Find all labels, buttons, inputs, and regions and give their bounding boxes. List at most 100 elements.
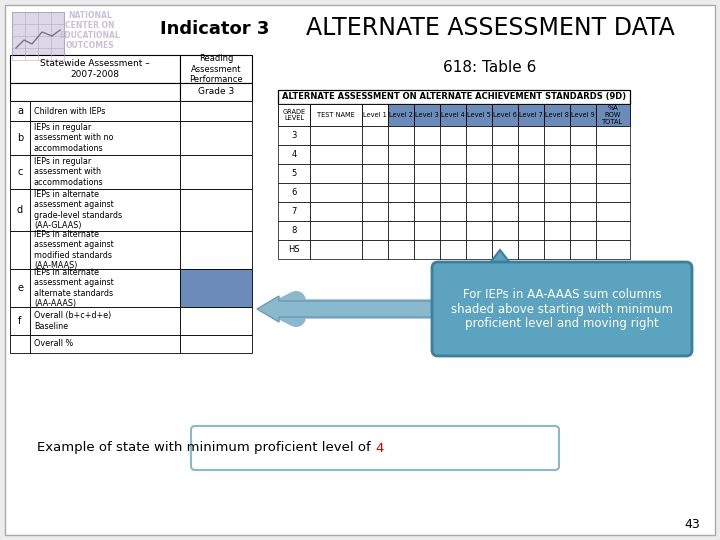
Bar [518,126,544,145]
Text: EDUCATIONAL: EDUCATIONAL [60,31,120,40]
Bar [310,164,362,183]
Bar [10,269,30,307]
Bar [492,240,518,259]
Bar [362,183,388,202]
Bar [310,240,362,259]
Bar [596,164,630,183]
Bar [414,221,440,240]
Bar [596,183,630,202]
Bar [440,202,466,221]
Bar [30,155,180,189]
Text: IEPs in alternate
assessment against
grade-level standards
(AA-GLAAS): IEPs in alternate assessment against gra… [34,190,122,230]
Bar [388,126,414,145]
Text: Overall %: Overall % [34,340,73,348]
Bar [466,202,492,221]
Text: Level 8: Level 8 [545,112,569,118]
Bar [310,183,362,202]
Bar [278,126,310,145]
Bar [362,126,388,145]
Bar [414,240,440,259]
Bar [414,183,440,202]
Text: d: d [17,205,23,215]
Bar [10,189,30,231]
Text: NATIONAL: NATIONAL [68,11,112,21]
Text: GRADE
LEVEL: GRADE LEVEL [282,109,305,122]
Bar [10,307,30,335]
Text: Level 3: Level 3 [415,112,439,118]
Bar [596,104,630,126]
Bar [492,183,518,202]
Bar [466,104,492,126]
Text: IEPs in alternate
assessment against
modified standards
(AA-MAAS): IEPs in alternate assessment against mod… [34,230,114,270]
Text: Level 1: Level 1 [363,112,387,118]
Bar [492,202,518,221]
Bar [544,240,570,259]
Text: 8: 8 [292,226,297,235]
Text: e: e [17,283,23,293]
Bar [518,104,544,126]
Bar [570,145,596,164]
Bar [518,202,544,221]
Bar [440,104,466,126]
Text: Level 7: Level 7 [519,112,543,118]
Text: Statewide Assessment –
2007-2008: Statewide Assessment – 2007-2008 [40,59,150,79]
Bar [596,145,630,164]
Bar [492,145,518,164]
Text: a: a [17,106,23,116]
Bar [180,83,252,101]
Bar [518,183,544,202]
Bar [466,183,492,202]
Bar [492,221,518,240]
Bar [362,221,388,240]
Bar [440,126,466,145]
Bar [278,145,310,164]
Text: %A
ROW
TOTAL: %A ROW TOTAL [603,105,624,125]
FancyBboxPatch shape [191,426,559,470]
Bar [30,307,180,335]
Bar [362,104,388,126]
Bar [544,164,570,183]
Bar [440,145,466,164]
Bar [180,101,252,121]
Bar [388,104,414,126]
Text: For IEPs in AA-AAAS sum columns
shaded above starting with minimum
proficient le: For IEPs in AA-AAAS sum columns shaded a… [451,287,673,330]
Bar [278,221,310,240]
Text: 43: 43 [684,518,700,531]
Bar [570,240,596,259]
Bar [362,240,388,259]
Bar [388,183,414,202]
Text: 618: Table 6: 618: Table 6 [444,60,536,76]
Bar [492,164,518,183]
Bar [30,269,180,307]
Bar [180,189,252,231]
Bar [544,202,570,221]
Bar [440,183,466,202]
Bar [180,335,252,353]
Text: Level 9: Level 9 [571,112,595,118]
Bar [414,202,440,221]
Bar [570,183,596,202]
Bar [10,231,30,269]
Bar [570,221,596,240]
Text: HS: HS [288,245,300,254]
Text: Reading
Assessment
Performance: Reading Assessment Performance [189,54,243,84]
Bar [278,183,310,202]
Text: Level 4: Level 4 [441,112,465,118]
Text: 7: 7 [292,207,297,216]
Bar [10,101,30,121]
Bar [30,231,180,269]
Bar [180,155,252,189]
Bar [388,145,414,164]
Bar [30,121,180,155]
Bar [30,101,180,121]
Bar [10,155,30,189]
Bar [414,126,440,145]
Bar [544,126,570,145]
Bar [440,221,466,240]
Bar [544,104,570,126]
Bar [30,335,180,353]
Bar [10,83,180,101]
Bar [570,164,596,183]
Bar [362,202,388,221]
Bar [362,145,388,164]
